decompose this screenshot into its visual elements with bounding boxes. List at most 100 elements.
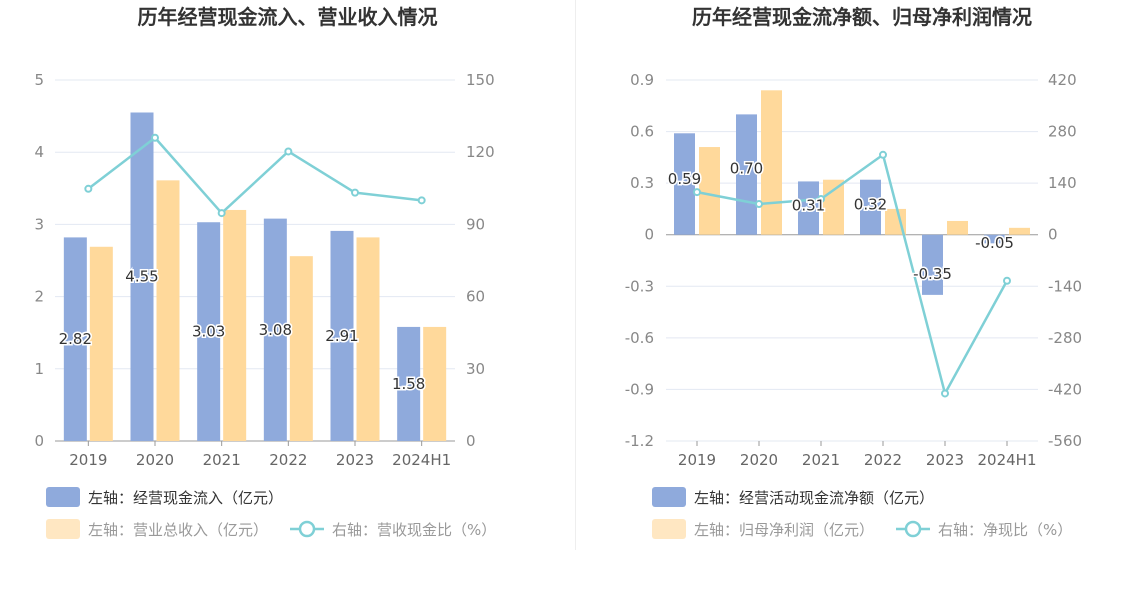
y-left-tick-label: -0.6 [625,329,654,347]
bar-series-2-2024H1 [423,326,447,441]
y-left-tick-label: 1 [34,360,44,378]
y-left-tick-label: -0.9 [625,380,654,398]
line-point-2022 [284,147,293,156]
line-point-2021 [217,209,226,218]
panel-divider [575,0,576,550]
legend-label: 右轴：营收现金比（%） [332,520,497,539]
y-right-tick-label: 140 [1048,174,1077,192]
legend-item[interactable]: 右轴：营收现金比（%） [290,519,496,540]
legend-line-icon [896,520,931,538]
chart-panel-net-cash-flow: 历年经营现金流净额、归母净利润情况 -1.2 -0.9 -0.6 -0.3 0 0.3 0.… [576,0,1148,589]
legend-label: 左轴：经营现金流入（亿元） [88,488,284,507]
y-left-tick-label: -0.3 [625,277,654,295]
bar-series-1-2023 [330,230,354,441]
y-right-tick-label: -280 [1048,329,1082,347]
line-series-ratio [87,136,422,215]
x-category-label: 2019 [69,451,107,469]
legend-line-marker [298,520,316,538]
bar-series-1-2021 [197,222,221,441]
y-right-tick-label: -140 [1048,277,1082,295]
y-right-tick-label: 30 [466,360,485,378]
y-right-tick-label: -560 [1048,432,1082,450]
x-category-label: 2024H1 [392,451,451,469]
bar-data-label: 3.08 [259,321,292,339]
bar-series-2-2019 [699,147,720,235]
bar-series-1-2020 [736,114,757,235]
x-category-label: 2021 [802,451,840,469]
y-left-tick-label: 5 [34,71,44,89]
bar-series-2-2023 [356,237,380,441]
legend-label: 左轴：营业总收入（亿元） [88,520,269,539]
y-left-tick-label: 0.3 [630,174,654,192]
legend-row: 左轴：经营现金流入（亿元） [46,487,305,507]
bar-series-2-2022 [289,256,313,441]
bar-series-1-2019 [63,237,87,441]
bar-data-label: 4.55 [125,268,158,286]
y-right-tick-label: 0 [1048,226,1058,244]
bar-series-1-2019 [674,133,695,235]
line-point-2023 [941,389,949,398]
bar-data-label: 0.70 [730,160,763,178]
bar-series-2-2020 [156,180,180,441]
legend-item[interactable]: 左轴：经营活动现金流净额（亿元） [652,487,934,508]
x-category-label: 2023 [926,451,964,469]
bar-series-2-2021 [223,209,247,441]
y-right-tick-label: 150 [466,71,495,89]
y-left-tick-label: 0 [34,432,44,450]
x-category-label: 2022 [864,451,902,469]
chart-title: 历年经营现金流入、营业收入情况 [137,5,438,29]
chart-plot-area: 0 1 2 3 4 5 0 30 60 90 120 150 2019 2020 2021 2022 2023 2… [34,71,495,469]
line-point-2022 [879,150,887,159]
line-point-2019 [84,184,93,193]
legend-item[interactable]: 左轴：经营现金流入（亿元） [46,487,283,508]
y-left-tick-label: 0 [644,226,654,244]
line-point-2019 [693,188,701,197]
legend-label: 左轴：经营活动现金流净额（亿元） [694,488,935,507]
legend-label: 左轴：归母净利润（亿元） [694,520,875,539]
line-point-2020 [151,133,159,142]
line-point-2023 [351,188,359,197]
legend-swatch [652,487,686,507]
y-left-tick-label: 2 [34,288,44,306]
y-right-tick-label: 90 [466,215,485,233]
y-left-tick-label: 0.6 [630,123,654,141]
legend-swatch [652,519,686,539]
y-right-tick-label: -420 [1048,380,1082,398]
legend-label: 右轴：净现比（%） [938,520,1073,539]
bar-series-2-2021 [823,179,844,235]
chart-panel-cash-inflow: 历年经营现金流入、营业收入情况 0 1 2 3 4 5 0 30 60 90 120 150 2019 2… [34,5,518,539]
legend-line-icon [290,520,325,538]
y-right-tick-label: 280 [1048,123,1077,141]
bar-series-1-2024H1 [984,234,1005,244]
x-category-label: 2022 [269,451,307,469]
bar-series-1-2023 [922,234,943,295]
bar-series-1-2020 [130,112,154,442]
bar-data-label: 3.03 [192,323,225,341]
legend-row: 左轴：营业总收入（亿元） 右轴：营收现金比（%） [46,519,518,539]
line-point-2020 [755,200,763,209]
bar-data-label: 0.59 [668,170,701,188]
legend-row: 左轴：归母净利润（亿元） 右轴：净现比（%） [652,519,1094,539]
y-left-tick-label: 3 [34,215,44,233]
legend-row: 左轴：经营活动现金流净额（亿元） [652,487,956,507]
y-left-tick-label: -1.2 [625,432,654,450]
bar-series-1-2022 [860,179,881,235]
line-point-2024H1 [1003,276,1011,285]
x-category-label: 2023 [336,451,374,469]
legend-swatch [46,487,80,507]
legend-item[interactable]: 左轴：归母净利润（亿元） [652,519,874,540]
bar-series-2-2020 [761,90,782,235]
chart-title: 历年经营现金流净额、归母净利润情况 [692,5,1032,29]
bar-data-label: 1.58 [392,375,425,393]
x-category-label: 2020 [136,451,174,469]
bar-series-1-2024H1 [397,326,421,441]
bar-data-label: 2.91 [325,327,358,345]
legend-item[interactable]: 左轴：营业总收入（亿元） [46,519,268,540]
x-category-label: 2019 [678,451,716,469]
y-left-tick-label: 0.9 [630,71,654,89]
line-point-2021 [817,195,825,204]
bar-data-label: -0.05 [975,234,1014,252]
legend-item[interactable]: 右轴：净现比（%） [896,519,1072,540]
bar-data-label: 0.31 [792,196,825,214]
y-right-tick-label: 0 [466,432,476,450]
